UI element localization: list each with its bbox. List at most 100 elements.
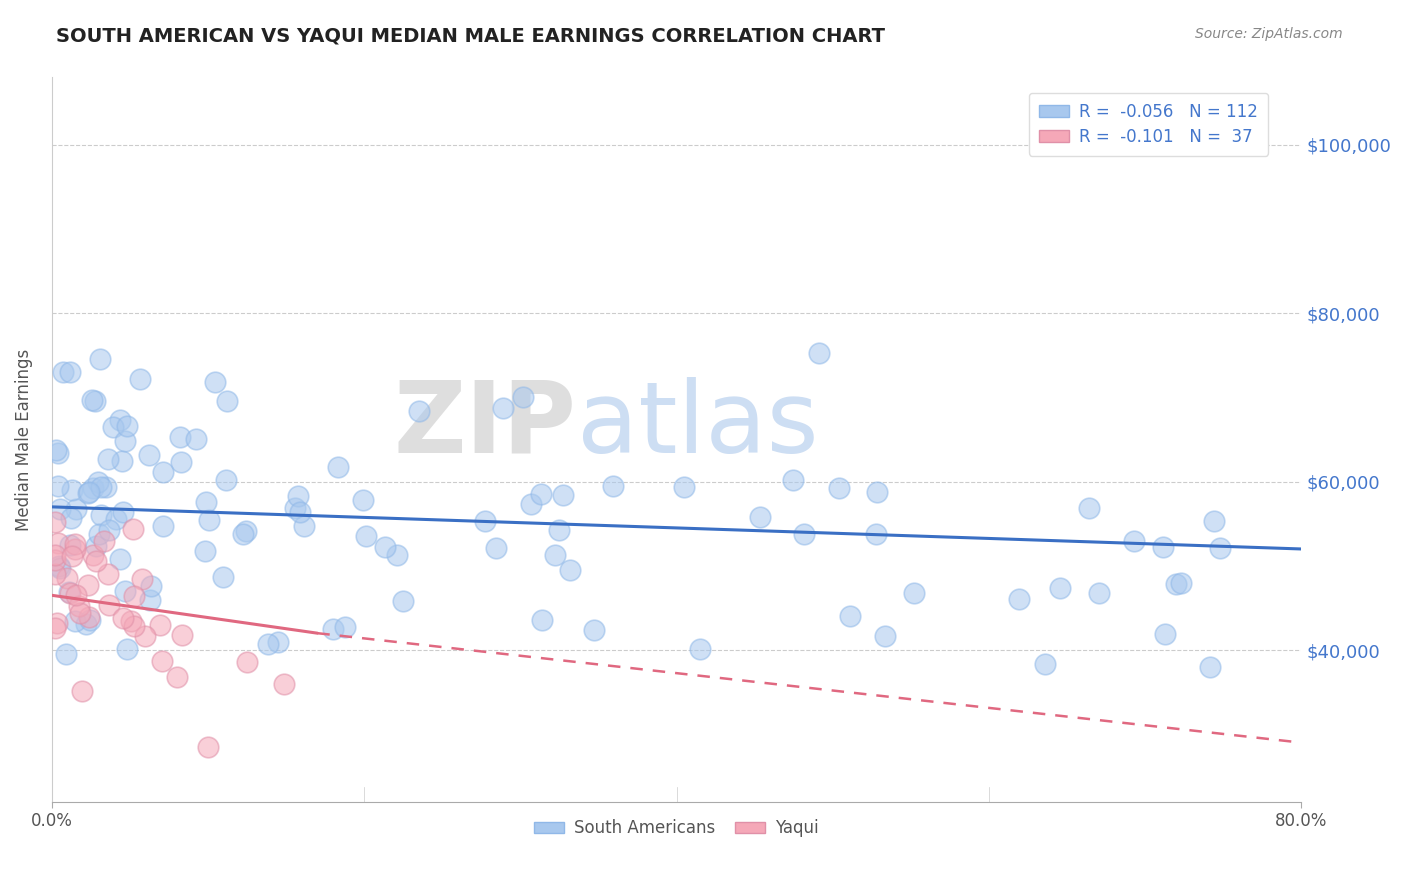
- Point: [184, 433, 207, 447]
- Point: [287, 489, 309, 503]
- Point: [352, 493, 374, 508]
- Point: [166, 670, 188, 684]
- Point: [139, 593, 162, 607]
- Point: [77, 486, 100, 500]
- Point: [59, 585, 82, 599]
- Point: [44, 553, 66, 567]
- Point: [689, 642, 711, 657]
- Point: [129, 372, 152, 386]
- Point: [1008, 591, 1031, 606]
- Legend: South Americans, Yaqui: South Americans, Yaqui: [527, 813, 825, 844]
- Text: Source: ZipAtlas.com: Source: ZipAtlas.com: [1195, 27, 1343, 41]
- Point: [114, 584, 136, 599]
- Point: [60, 511, 83, 525]
- Point: [333, 619, 356, 633]
- Point: [112, 505, 135, 519]
- Point: [551, 488, 574, 502]
- Point: [79, 613, 101, 627]
- Point: [65, 588, 87, 602]
- Point: [138, 448, 160, 462]
- Point: [1209, 541, 1232, 555]
- Point: [55, 648, 77, 662]
- Text: ZIP: ZIP: [394, 376, 576, 474]
- Point: [793, 527, 815, 541]
- Point: [544, 549, 567, 563]
- Point: [257, 637, 280, 651]
- Point: [1154, 627, 1177, 641]
- Point: [748, 510, 770, 524]
- Point: [115, 418, 138, 433]
- Point: [530, 613, 553, 627]
- Point: [152, 518, 174, 533]
- Point: [84, 393, 107, 408]
- Point: [60, 483, 83, 498]
- Text: SOUTH AMERICAN VS YAQUI MEDIAN MALE EARNINGS CORRELATION CHART: SOUTH AMERICAN VS YAQUI MEDIAN MALE EARN…: [56, 27, 886, 45]
- Point: [903, 585, 925, 599]
- Point: [60, 549, 83, 564]
- Point: [77, 578, 100, 592]
- Point: [385, 548, 408, 562]
- Point: [374, 540, 396, 554]
- Point: [93, 533, 115, 548]
- Point: [124, 589, 146, 603]
- Point: [290, 505, 312, 519]
- Point: [84, 539, 107, 553]
- Point: [1164, 577, 1187, 591]
- Point: [172, 628, 194, 642]
- Point: [79, 610, 101, 624]
- Point: [97, 566, 120, 581]
- Point: [232, 527, 254, 541]
- Point: [52, 365, 75, 379]
- Point: [1049, 582, 1071, 596]
- Text: atlas: atlas: [576, 376, 818, 474]
- Point: [235, 524, 257, 538]
- Point: [139, 579, 162, 593]
- Point: [77, 485, 100, 500]
- Point: [294, 519, 316, 533]
- Point: [82, 549, 104, 563]
- Point: [1152, 540, 1174, 554]
- Point: [150, 654, 173, 668]
- Point: [673, 480, 696, 494]
- Point: [110, 552, 132, 566]
- Point: [328, 459, 350, 474]
- Point: [1078, 500, 1101, 515]
- Point: [46, 535, 69, 549]
- Point: [1033, 657, 1056, 672]
- Point: [120, 614, 142, 628]
- Point: [582, 624, 605, 638]
- Point: [72, 684, 94, 698]
- Point: [322, 622, 344, 636]
- Point: [354, 528, 377, 542]
- Point: [519, 496, 541, 510]
- Point: [69, 607, 91, 621]
- Point: [193, 544, 215, 558]
- Point: [97, 524, 120, 538]
- Point: [866, 485, 889, 500]
- Point: [134, 629, 156, 643]
- Point: [97, 452, 120, 467]
- Point: [782, 473, 804, 487]
- Point: [170, 455, 193, 469]
- Point: [1204, 514, 1226, 528]
- Point: [267, 634, 290, 648]
- Point: [273, 677, 295, 691]
- Point: [44, 567, 66, 582]
- Point: [808, 345, 831, 359]
- Point: [212, 570, 235, 584]
- Point: [65, 537, 87, 551]
- Point: [204, 375, 226, 389]
- Point: [214, 473, 236, 487]
- Point: [197, 739, 219, 754]
- Point: [474, 514, 496, 528]
- Point: [65, 502, 87, 516]
- Point: [492, 401, 515, 415]
- Point: [65, 541, 87, 556]
- Point: [114, 434, 136, 449]
- Point: [48, 559, 70, 574]
- Point: [122, 522, 145, 536]
- Point: [101, 419, 124, 434]
- Point: [131, 572, 153, 586]
- Point: [1170, 576, 1192, 591]
- Point: [111, 611, 134, 625]
